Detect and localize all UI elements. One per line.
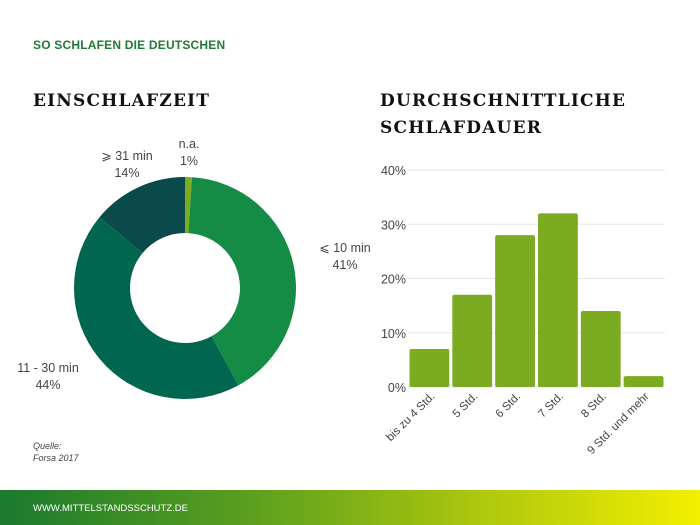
slice-value-label: 44% — [35, 378, 60, 392]
source-label: Quelle: — [33, 441, 62, 451]
donut-slice — [99, 177, 185, 253]
page-kicker: SO SCHLAFEN DIE DEUTSCHEN — [33, 38, 226, 52]
bar — [452, 294, 493, 387]
donut-slice — [73, 217, 239, 400]
bar — [409, 349, 450, 387]
x-tick-label: 7 Std. — [536, 391, 566, 421]
source-value: Forsa 2017 — [33, 453, 79, 463]
slice-label: ⩾ 31 min — [101, 149, 153, 163]
y-tick-label: 10% — [381, 327, 406, 341]
x-tick-label: 8 Std. — [579, 391, 609, 421]
bar-title-line: SCHLAFDAUER — [380, 118, 543, 138]
bar-title: DURCHSCHNITTLICHE SCHLAFDAUER — [380, 88, 626, 142]
slice-label: n.a. — [179, 137, 200, 151]
bar — [580, 311, 621, 387]
y-tick-label: 40% — [381, 164, 406, 178]
slice-value-label: 1% — [180, 154, 198, 168]
footer-bar: WWW.MITTELSTANDSSCHUTZ.DE — [0, 490, 700, 525]
donut-slice — [188, 177, 297, 386]
x-tick-label: 6 Std. — [493, 391, 523, 421]
footer-url[interactable]: WWW.MITTELSTANDSSCHUTZ.DE — [33, 503, 188, 514]
slice-label: 11 - 30 min — [17, 361, 79, 375]
y-tick-label: 0% — [388, 381, 406, 395]
bar — [623, 376, 664, 387]
bar-title-line: DURCHSCHNITTLICHE — [380, 91, 627, 111]
x-tick-label: bis zu 4 Std. — [384, 391, 437, 444]
y-tick-label: 20% — [381, 273, 406, 287]
donut-slice — [185, 177, 192, 234]
slice-label: ⩽ 10 min — [319, 241, 371, 255]
source-note: Quelle: Forsa 2017 — [33, 440, 79, 464]
bar — [538, 213, 578, 387]
slice-value-label: 14% — [114, 166, 139, 180]
x-tick-label: 5 Std. — [451, 391, 481, 421]
slice-value-label: 41% — [332, 258, 357, 272]
bar — [495, 235, 535, 387]
donut-title: EINSCHLAFZEIT — [33, 91, 211, 111]
y-tick-label: 30% — [381, 218, 406, 232]
